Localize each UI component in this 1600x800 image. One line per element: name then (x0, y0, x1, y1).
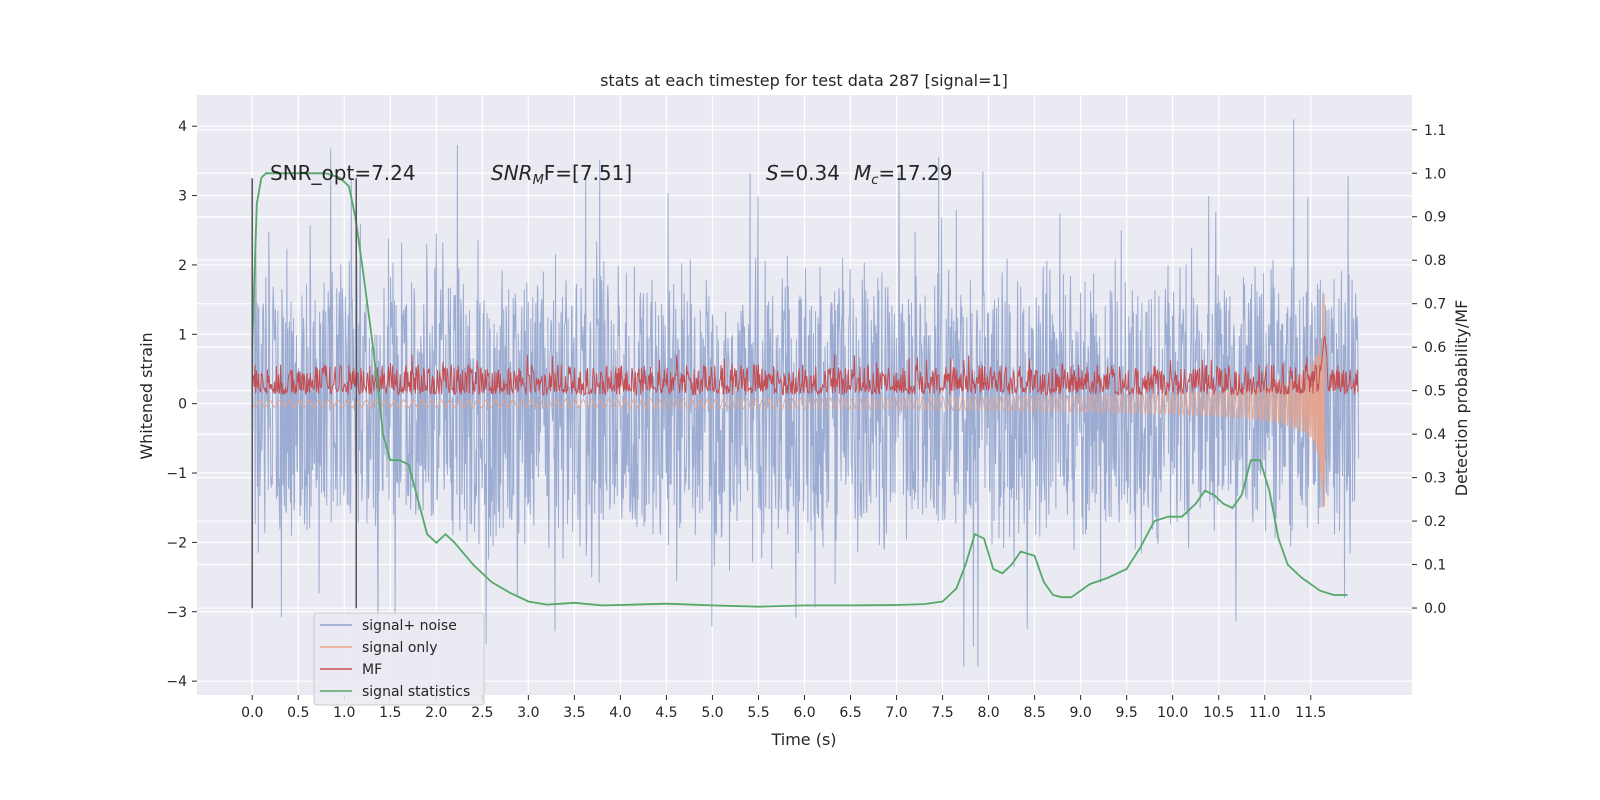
x-tick-label-21: 10.5 (1203, 705, 1234, 721)
x-tick-label-0: 0.0 (241, 705, 263, 721)
y-tick-label-6: −2 (166, 535, 187, 551)
x-tick-label-9: 4.5 (655, 705, 677, 721)
series-mf (251, 335, 1360, 397)
x-tick-label-7: 3.5 (563, 705, 585, 721)
y-axis-right-label: Detection probability/MF (1452, 300, 1471, 497)
series-signal-only (251, 294, 1326, 508)
x-tick-label-6: 3.0 (517, 705, 539, 721)
x-tick-label-2: 1.0 (333, 705, 355, 721)
y-right-tick-label-8: 0.3 (1424, 471, 1446, 487)
mc-rest: =17.29 (878, 161, 952, 185)
y-right-tick-label-5: 0.6 (1424, 340, 1446, 356)
x-tick-label-11: 5.5 (747, 705, 769, 721)
x-tick-label-19: 9.5 (1116, 705, 1138, 721)
x-tick-label-10: 5.0 (701, 705, 723, 721)
y-tick-label-5: −1 (166, 466, 187, 482)
x-tick-label-18: 9.0 (1070, 705, 1092, 721)
annotation-s-mc: S=0.34 Mc=17.29 (766, 161, 952, 188)
snr-mf-sub: M (533, 173, 544, 188)
y-right-tick-label-9: 0.2 (1424, 514, 1446, 530)
s-rest: =0.34 (779, 161, 840, 185)
y-right-tick-label-2: 0.9 (1424, 210, 1446, 226)
y-tick-label-1: 3 (178, 189, 187, 205)
x-tick-label-22: 11.0 (1249, 705, 1280, 721)
annotation-snr-opt: SNR_opt=7.24 (270, 161, 416, 185)
y-tick-label-0: 4 (178, 119, 187, 135)
x-tick-label-17: 8.5 (1023, 705, 1045, 721)
y-tick-label-4: 0 (178, 397, 187, 413)
mc-var: M (854, 161, 871, 185)
legend-label-signal-noise: signal+ noise (362, 618, 457, 634)
x-tick-label-3: 1.5 (379, 705, 401, 721)
y-right-tick-label-7: 0.4 (1424, 427, 1446, 443)
chart-title: stats at each timestep for test data 287… (600, 71, 1008, 90)
snr-mf-rest: F=[7.51] (544, 161, 632, 185)
s-var: S (766, 161, 779, 185)
legend-label-signal-statistics: signal statistics (362, 684, 470, 700)
y-right-tick-label-3: 0.8 (1424, 253, 1446, 269)
snr-mf-var: SNR (491, 161, 533, 185)
legend: signal+ noise signal only MF signal stat… (313, 612, 485, 706)
series-signal-statistics (251, 172, 1348, 608)
y-axis-label: Whitened strain (137, 332, 156, 459)
ticks: 0.0 0.5 1.0 1.5 2.0 2.5 3.0 3.5 4.0 4.5 5.0 5.5 6.0 6… (166, 119, 1446, 721)
legend-label-mf: MF (362, 662, 382, 678)
y-tick-label-7: −3 (166, 605, 187, 621)
y-right-tick-label-6: 0.5 (1424, 384, 1446, 400)
x-tick-label-14: 7.0 (885, 705, 907, 721)
y-right-tick-label-4: 0.7 (1424, 297, 1446, 313)
x-tick-label-20: 10.0 (1157, 705, 1188, 721)
x-tick-label-5: 2.5 (471, 705, 493, 721)
x-tick-label-8: 4.0 (609, 705, 631, 721)
x-tick-label-15: 7.5 (931, 705, 953, 721)
y-tick-label-2: 2 (178, 258, 187, 274)
y-right-tick-label-0: 1.1 (1424, 123, 1446, 139)
x-tick-label-13: 6.5 (839, 705, 861, 721)
y-right-tick-label-10: 0.1 (1424, 558, 1446, 574)
annotation-snr-mf: SNRMF=[7.51] (491, 161, 632, 188)
y-tick-label-8: −4 (166, 674, 187, 690)
mc-sub: c (871, 173, 878, 188)
x-tick-label-4: 2.0 (425, 705, 447, 721)
y-right-tick-label-1: 1.0 (1424, 166, 1446, 182)
legend-box (313, 612, 485, 706)
y-tick-label-3: 1 (178, 327, 187, 343)
markers (251, 178, 357, 609)
x-tick-label-12: 6.0 (793, 705, 815, 721)
legend-label-signal-only: signal only (362, 640, 437, 656)
x-tick-label-23: 11.5 (1295, 705, 1326, 721)
series-signal-plus-noise (251, 119, 1360, 668)
x-axis-label: Time (s) (770, 730, 836, 749)
x-tick-label-1: 0.5 (287, 705, 309, 721)
y-right-tick-label-11: 0.0 (1424, 601, 1446, 617)
plot-layer (251, 119, 1360, 668)
x-tick-label-16: 8.0 (977, 705, 999, 721)
